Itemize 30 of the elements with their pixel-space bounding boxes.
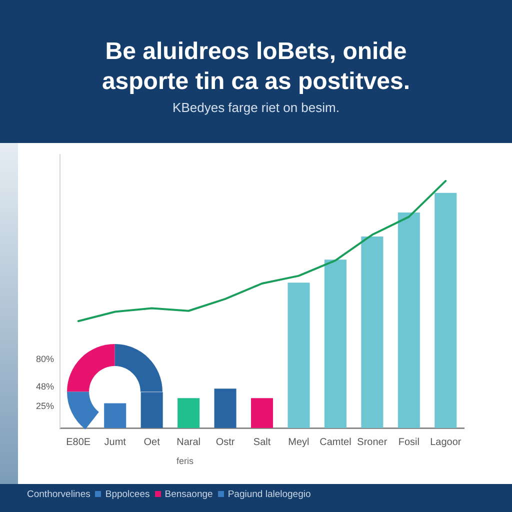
text: Bppolcees xyxy=(105,489,150,500)
x-axis-title: feris xyxy=(175,456,194,466)
x-tick-label: Sroner xyxy=(357,436,388,448)
bar xyxy=(104,403,126,428)
x-tick-label: Fosil xyxy=(398,436,420,448)
bar xyxy=(178,398,200,428)
chart-title: Be aluidreos loBets, onide asporte tin ca as postitves. xyxy=(100,37,412,97)
bar xyxy=(361,236,384,428)
chart-subtitle: KBedyes farge riet on besim. xyxy=(172,100,340,115)
x-tick-label: Camtel xyxy=(320,436,352,448)
y-tick-label: 80% xyxy=(36,354,54,364)
x-tick-label: Salt xyxy=(253,436,271,448)
x-tick-label: Meyl xyxy=(288,436,310,448)
bar xyxy=(288,282,310,428)
bar xyxy=(434,192,457,428)
text: Pagiund lalelogegio xyxy=(228,489,311,500)
x-tick-label: Naral xyxy=(176,436,201,448)
x-tick-label: Oet xyxy=(144,436,160,448)
bar xyxy=(324,260,346,428)
x-tick-label: Jumt xyxy=(104,436,126,448)
x-tick-label: Lagoor xyxy=(430,436,462,448)
y-tick-label: 48% xyxy=(36,381,54,392)
bar xyxy=(250,398,274,428)
text: Conthorvelines xyxy=(27,489,90,500)
bar xyxy=(398,212,420,428)
bar xyxy=(214,388,236,428)
x-tick-label: E80E xyxy=(66,436,91,448)
y-tick-label: 25% xyxy=(36,401,54,412)
x-tick-label: Ostr xyxy=(216,436,236,448)
text: Bensaonge xyxy=(164,489,213,500)
